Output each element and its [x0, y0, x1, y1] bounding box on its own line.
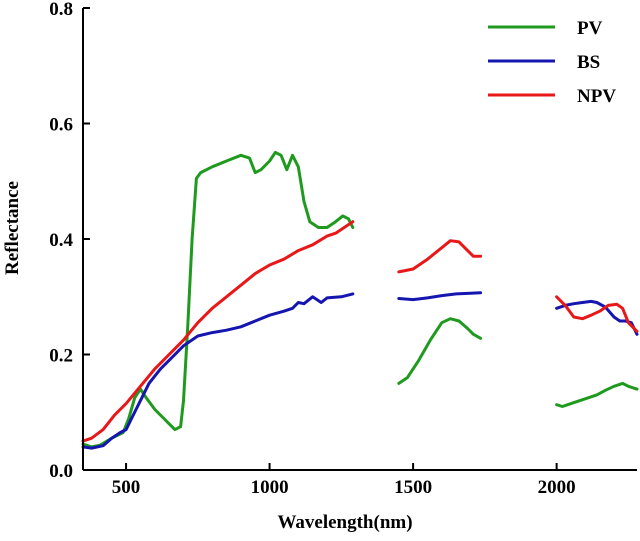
axes-layer — [82, 8, 637, 471]
x-tick-label: 1500 — [394, 477, 432, 498]
x-tick-label: 2000 — [538, 477, 576, 498]
series-line-npv — [555, 295, 639, 333]
y-tick-label: 0.6 — [49, 115, 73, 136]
x-tick-label: 500 — [112, 477, 141, 498]
legend-label-npv: NPV — [577, 86, 616, 107]
series-pv — [81, 150, 639, 449]
y-tick-label: 0.2 — [49, 346, 73, 367]
y-tick-label: 0.0 — [49, 461, 73, 482]
series-line-bs — [397, 291, 483, 302]
x-tick-label: 1000 — [251, 477, 289, 498]
series-line-pv — [555, 381, 639, 408]
series-line-bs — [81, 292, 355, 450]
y-axis-label: Reflectance — [2, 181, 23, 275]
legend-label-bs: BS — [577, 52, 600, 73]
y-tick-label: 0.8 — [49, 0, 73, 20]
legend: PV BS NPV — [488, 18, 616, 107]
series-line-pv — [397, 317, 483, 385]
series-line-pv — [81, 150, 355, 449]
series-line-npv — [397, 239, 483, 274]
series-layer — [81, 150, 639, 450]
series-npv — [81, 220, 639, 443]
x-axis-label: Wavelength(nm) — [277, 512, 412, 533]
legend-label-pv: PV — [577, 18, 603, 39]
y-tick-label: 0.4 — [49, 230, 73, 251]
ticks-layer: 500 1000 1500 2000 0.0 0.2 0.4 0.6 0.8 — [49, 0, 575, 498]
series-line-npv — [81, 220, 355, 443]
series-bs — [81, 291, 639, 450]
